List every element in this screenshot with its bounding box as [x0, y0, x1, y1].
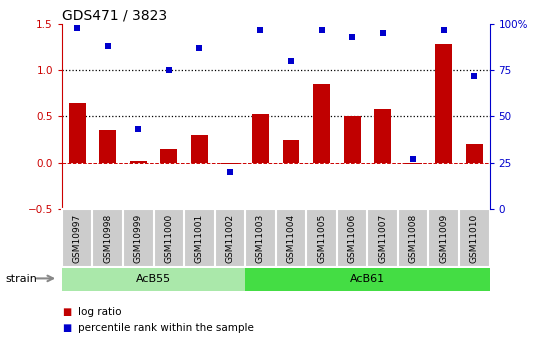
- Text: percentile rank within the sample: percentile rank within the sample: [78, 323, 254, 333]
- Text: GDS471 / 3823: GDS471 / 3823: [62, 9, 167, 23]
- Point: [470, 73, 479, 79]
- Text: GSM11006: GSM11006: [348, 214, 357, 263]
- Point: [103, 43, 112, 49]
- Bar: [435, 45, 452, 162]
- Point: [225, 169, 234, 175]
- Text: GSM10998: GSM10998: [103, 214, 112, 263]
- Point: [165, 68, 173, 73]
- Text: GSM10999: GSM10999: [134, 214, 143, 263]
- Text: AcB61: AcB61: [350, 275, 385, 284]
- Text: GSM11000: GSM11000: [164, 214, 173, 263]
- Point: [256, 27, 265, 32]
- Text: ■: ■: [62, 323, 71, 333]
- FancyBboxPatch shape: [62, 268, 245, 291]
- Bar: [100, 130, 116, 162]
- Bar: [69, 102, 86, 162]
- Point: [378, 31, 387, 36]
- Text: GSM11009: GSM11009: [439, 214, 448, 263]
- Bar: [344, 116, 360, 162]
- Point: [409, 156, 417, 162]
- Point: [134, 127, 143, 132]
- Text: log ratio: log ratio: [78, 307, 122, 317]
- Text: GSM11010: GSM11010: [470, 214, 479, 263]
- Text: GSM10997: GSM10997: [73, 214, 82, 263]
- Bar: [313, 84, 330, 162]
- Text: GSM11003: GSM11003: [256, 214, 265, 263]
- Bar: [222, 162, 238, 165]
- Bar: [282, 139, 300, 162]
- Point: [440, 27, 448, 32]
- Bar: [191, 135, 208, 162]
- Bar: [130, 161, 147, 162]
- Text: GSM11001: GSM11001: [195, 214, 204, 263]
- Bar: [374, 109, 391, 162]
- Point: [287, 58, 295, 64]
- Bar: [405, 162, 422, 165]
- Bar: [466, 144, 483, 162]
- Text: ■: ■: [62, 307, 71, 317]
- Point: [73, 25, 81, 31]
- Point: [195, 46, 204, 51]
- Bar: [160, 149, 177, 162]
- Text: AcB55: AcB55: [136, 275, 171, 284]
- Text: strain: strain: [5, 274, 37, 284]
- Text: GSM11002: GSM11002: [225, 214, 235, 263]
- Text: GSM11004: GSM11004: [287, 214, 295, 263]
- FancyBboxPatch shape: [245, 268, 490, 291]
- Bar: [252, 114, 269, 162]
- Text: GSM11007: GSM11007: [378, 214, 387, 263]
- Text: GSM11005: GSM11005: [317, 214, 326, 263]
- Point: [317, 27, 326, 32]
- Point: [348, 34, 356, 40]
- Text: GSM11008: GSM11008: [409, 214, 417, 263]
